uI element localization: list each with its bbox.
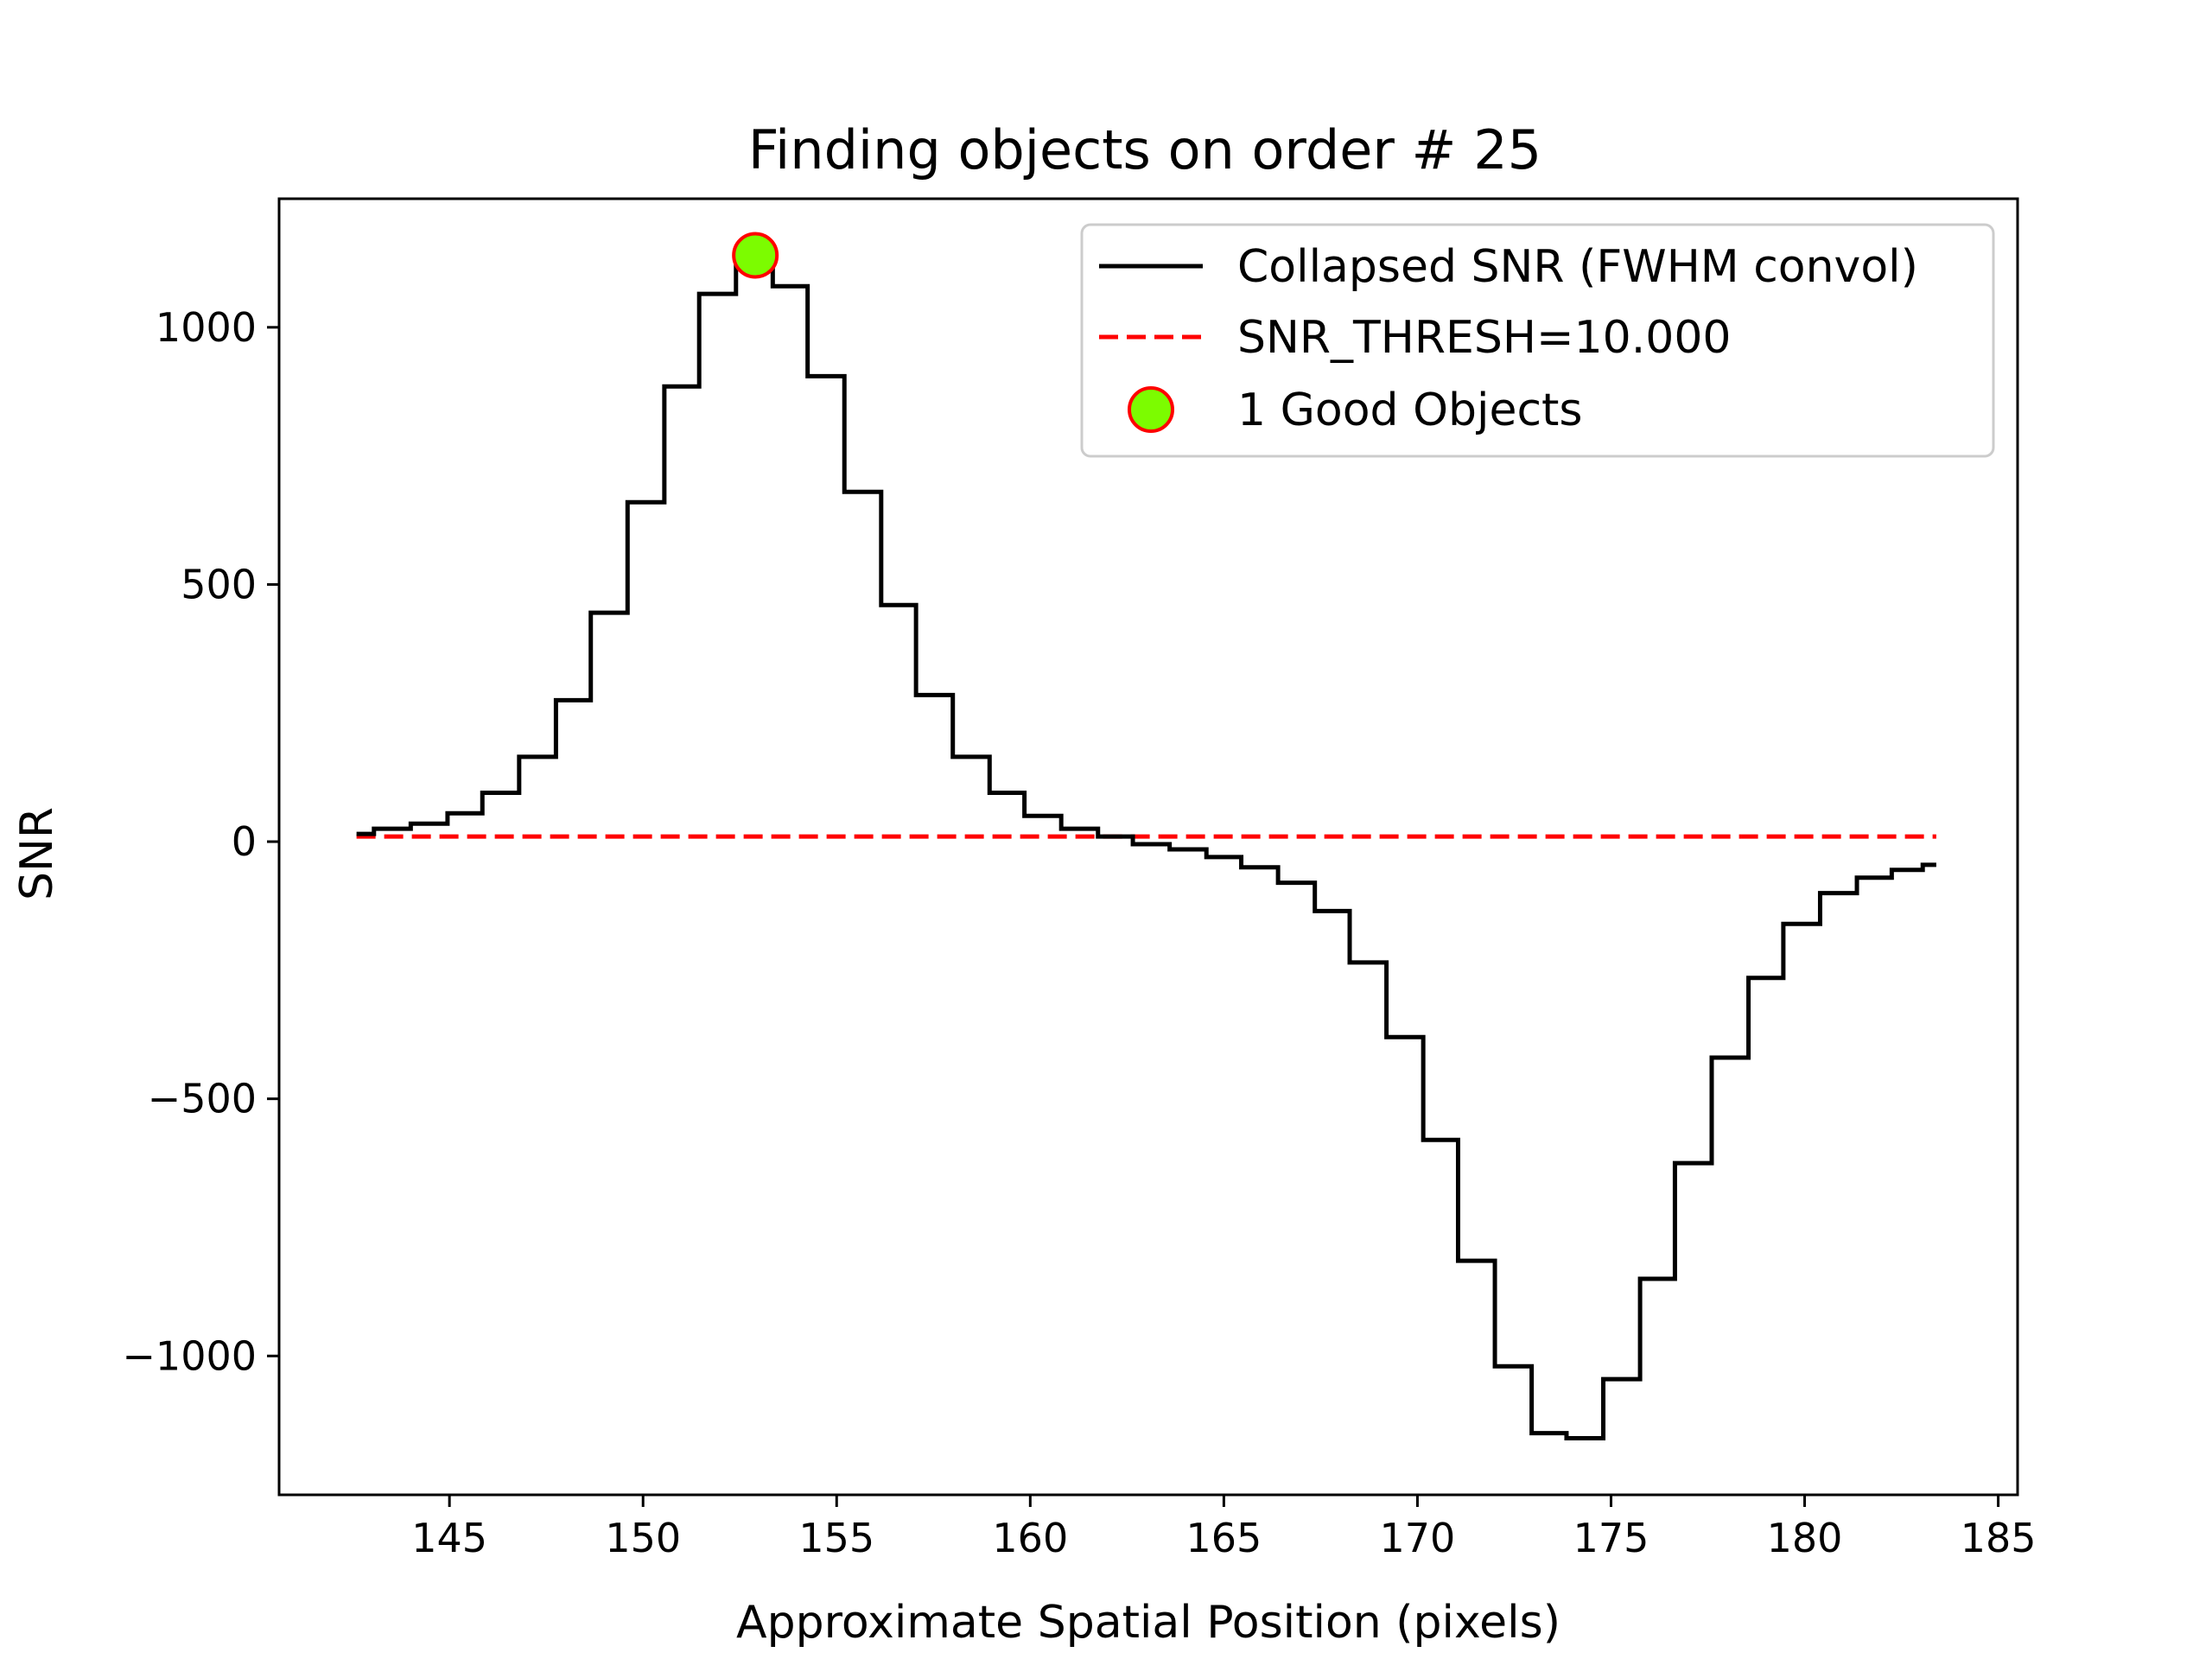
y-tick-label: 0 [232, 818, 257, 865]
y-tick-label: 1000 [156, 304, 257, 351]
y-tick-label: 500 [181, 561, 257, 607]
x-tick-label: 160 [992, 1515, 1068, 1561]
x-tick-label: 145 [411, 1515, 487, 1561]
snr-curve [356, 255, 1936, 1441]
legend-label-objects: 1 Good Objects [1237, 385, 1583, 436]
y-tick-label: −1000 [122, 1332, 257, 1379]
legend-swatch-objects [1128, 386, 1174, 433]
x-tick-label: 180 [1767, 1515, 1843, 1561]
x-tick-label: 150 [605, 1515, 681, 1561]
chart-title: Finding objects on order # 25 [748, 118, 1541, 181]
legend-box [1080, 223, 1995, 458]
y-tick-label: −500 [148, 1076, 257, 1122]
x-axis-label: Approximate Spatial Position (pixels) [736, 1597, 1560, 1649]
x-axis: 145 150 155 160 165 170 175 180 185 [411, 1495, 2037, 1561]
legend-label-snr: Collapsed SNR (FWHM convol) [1237, 241, 1918, 293]
x-tick-label: 170 [1380, 1515, 1456, 1561]
x-tick-label: 175 [1573, 1515, 1649, 1561]
y-axis: −1000 −500 0 500 1000 [122, 304, 279, 1379]
y-axis-label: SNR [11, 807, 63, 900]
plot-area [356, 232, 1936, 1441]
legend-label-threshold: SNR_THRESH=10.000 [1237, 312, 1732, 364]
x-tick-label: 165 [1185, 1515, 1262, 1561]
object-marker [732, 232, 779, 279]
plot-frame [277, 197, 2019, 1497]
x-tick-label: 155 [798, 1515, 874, 1561]
legend: Collapsed SNR (FWHM convol) SNR_THRESH=1… [1080, 223, 1995, 458]
x-tick-label: 185 [1961, 1515, 2037, 1561]
